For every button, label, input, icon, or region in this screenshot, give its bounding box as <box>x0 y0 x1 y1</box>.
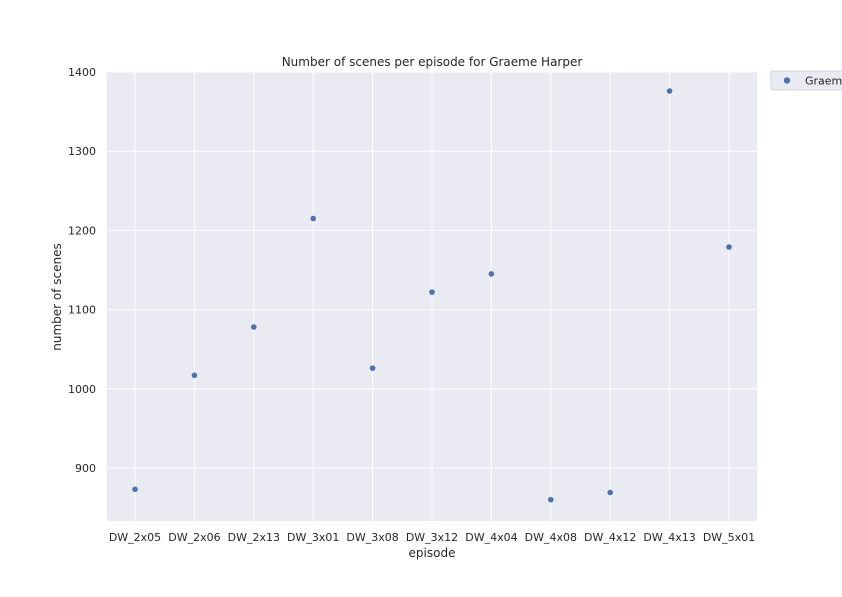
data-point <box>488 271 495 277</box>
x-tick-label: DW_4x08 <box>525 531 577 544</box>
y-tick-label: 1200 <box>68 224 96 237</box>
gridlines <box>107 71 757 521</box>
legend-label: Graeme Harper <box>805 75 842 88</box>
data-point <box>548 496 554 503</box>
x-tick-label: DW_3x01 <box>287 531 339 544</box>
x-tick-label: DW_4x04 <box>465 531 517 544</box>
x-tick-label: DW_2x05 <box>109 531 161 544</box>
x-tick-label: DW_5x01 <box>703 531 755 544</box>
x-axis-label: episode <box>409 546 456 560</box>
x-tick-label: DW_2x06 <box>168 531 220 544</box>
y-tick-label: 1100 <box>68 304 96 317</box>
data-point <box>666 88 673 94</box>
legend-box <box>770 70 842 91</box>
data-point <box>251 324 257 330</box>
data-point <box>369 365 376 371</box>
data-point <box>726 244 732 250</box>
y-tick-label: 1400 <box>68 66 96 79</box>
y-tick-labels: 900 1000 1100 1200 1300 1400 <box>68 66 96 475</box>
data-point <box>607 489 613 496</box>
data-point <box>310 215 317 222</box>
legend: Graeme Harper <box>770 70 842 91</box>
x-tick-label: DW_3x12 <box>406 531 458 544</box>
data-point <box>191 372 198 379</box>
data-point <box>132 486 138 493</box>
y-axis-label: number of scenes <box>50 243 64 351</box>
x-tick-label: DW_4x12 <box>584 531 636 544</box>
legend-marker <box>783 77 791 84</box>
data-points <box>132 88 732 503</box>
x-tick-labels: DW_2x05 DW_2x06 DW_2x13 DW_3x01 DW_3x08 DW_3x… <box>109 531 755 544</box>
y-tick-label: 1300 <box>68 145 96 158</box>
x-tick-label: DW_2x13 <box>228 531 280 544</box>
y-tick-label: 1000 <box>68 383 96 396</box>
data-point <box>429 289 435 295</box>
y-tick-label: 900 <box>75 462 96 475</box>
chart-title: Number of scenes per episode for Graeme … <box>282 55 583 69</box>
x-tick-label: DW_3x08 <box>346 531 398 544</box>
x-tick-label: DW_4x13 <box>643 531 695 544</box>
